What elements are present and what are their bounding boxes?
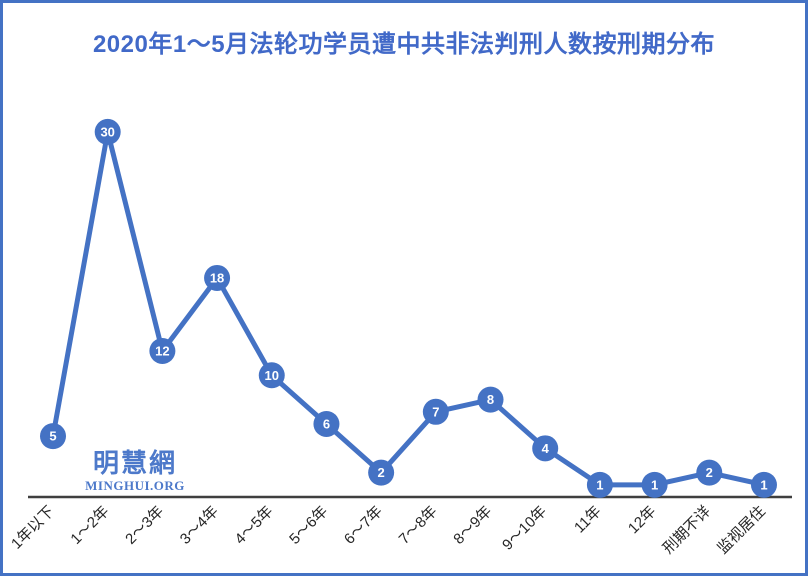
- data-point-marker: [641, 471, 668, 498]
- x-axis-tick-label: 11年: [571, 503, 605, 537]
- x-axis-tick-label: 刑期不详: [660, 503, 714, 557]
- x-axis-tick-label: 8～9年: [450, 503, 495, 548]
- x-axis-tick-label: 1～2年: [67, 503, 112, 548]
- data-point-value: 2: [378, 465, 385, 480]
- data-point-marker: [40, 423, 66, 450]
- data-point-marker: [422, 398, 449, 425]
- minghui-watermark: 明慧網 MINGHUI.ORG: [85, 450, 185, 492]
- data-point-value: 2: [706, 465, 713, 480]
- watermark-chinese-text: 明慧網: [92, 448, 177, 478]
- data-point-marker: [258, 362, 285, 389]
- data-point-marker: [149, 337, 176, 364]
- data-point-value: 6: [323, 416, 330, 431]
- data-point-marker: [696, 459, 723, 486]
- data-point-marker: [532, 435, 559, 462]
- data-point-value: 4: [542, 441, 550, 456]
- data-point-marker: [368, 459, 395, 486]
- data-point-value: 5: [49, 429, 56, 444]
- data-point-value: 1: [760, 477, 767, 492]
- series-line: [50, 129, 767, 488]
- x-axis-tick-label: 监视居住: [714, 503, 768, 557]
- x-axis-tick-label: 12年: [625, 503, 659, 537]
- x-axis-tick-label: 6～7年: [341, 503, 386, 548]
- x-axis-tick-label: 4～5年: [232, 503, 277, 548]
- watermark-url-text: MINGHUI.ORG: [85, 478, 185, 493]
- x-axis-tick-label: 1年以下: [8, 503, 58, 553]
- data-point-marker: [204, 264, 231, 291]
- data-point-marker: [313, 410, 340, 437]
- x-axis-tick-label: 5～6年: [286, 503, 331, 548]
- x-axis-tick-label: 2～3年: [122, 503, 167, 548]
- x-axis-tick-label: 7～8年: [396, 503, 441, 548]
- x-axis-tick-label: 3～4年: [177, 503, 222, 548]
- data-point-marker: [586, 471, 613, 498]
- data-point-value: 1: [651, 477, 658, 492]
- data-point-value: 7: [432, 404, 439, 419]
- data-point-value: 12: [155, 343, 169, 358]
- data-point-marker: [750, 471, 777, 498]
- data-point-value: 18: [210, 270, 224, 285]
- data-point-value: 8: [487, 392, 494, 407]
- data-point-marker: [94, 118, 121, 145]
- x-axis-tick-label: 9～10年: [499, 503, 550, 554]
- data-point-value: 1: [596, 477, 603, 492]
- chart-title: 2020年1～5月法轮功学员遭中共非法判刑人数按刑期分布: [92, 31, 716, 58]
- data-point-value: 30: [100, 124, 114, 139]
- data-point-marker: [477, 386, 504, 413]
- data-point-value: 10: [265, 368, 279, 383]
